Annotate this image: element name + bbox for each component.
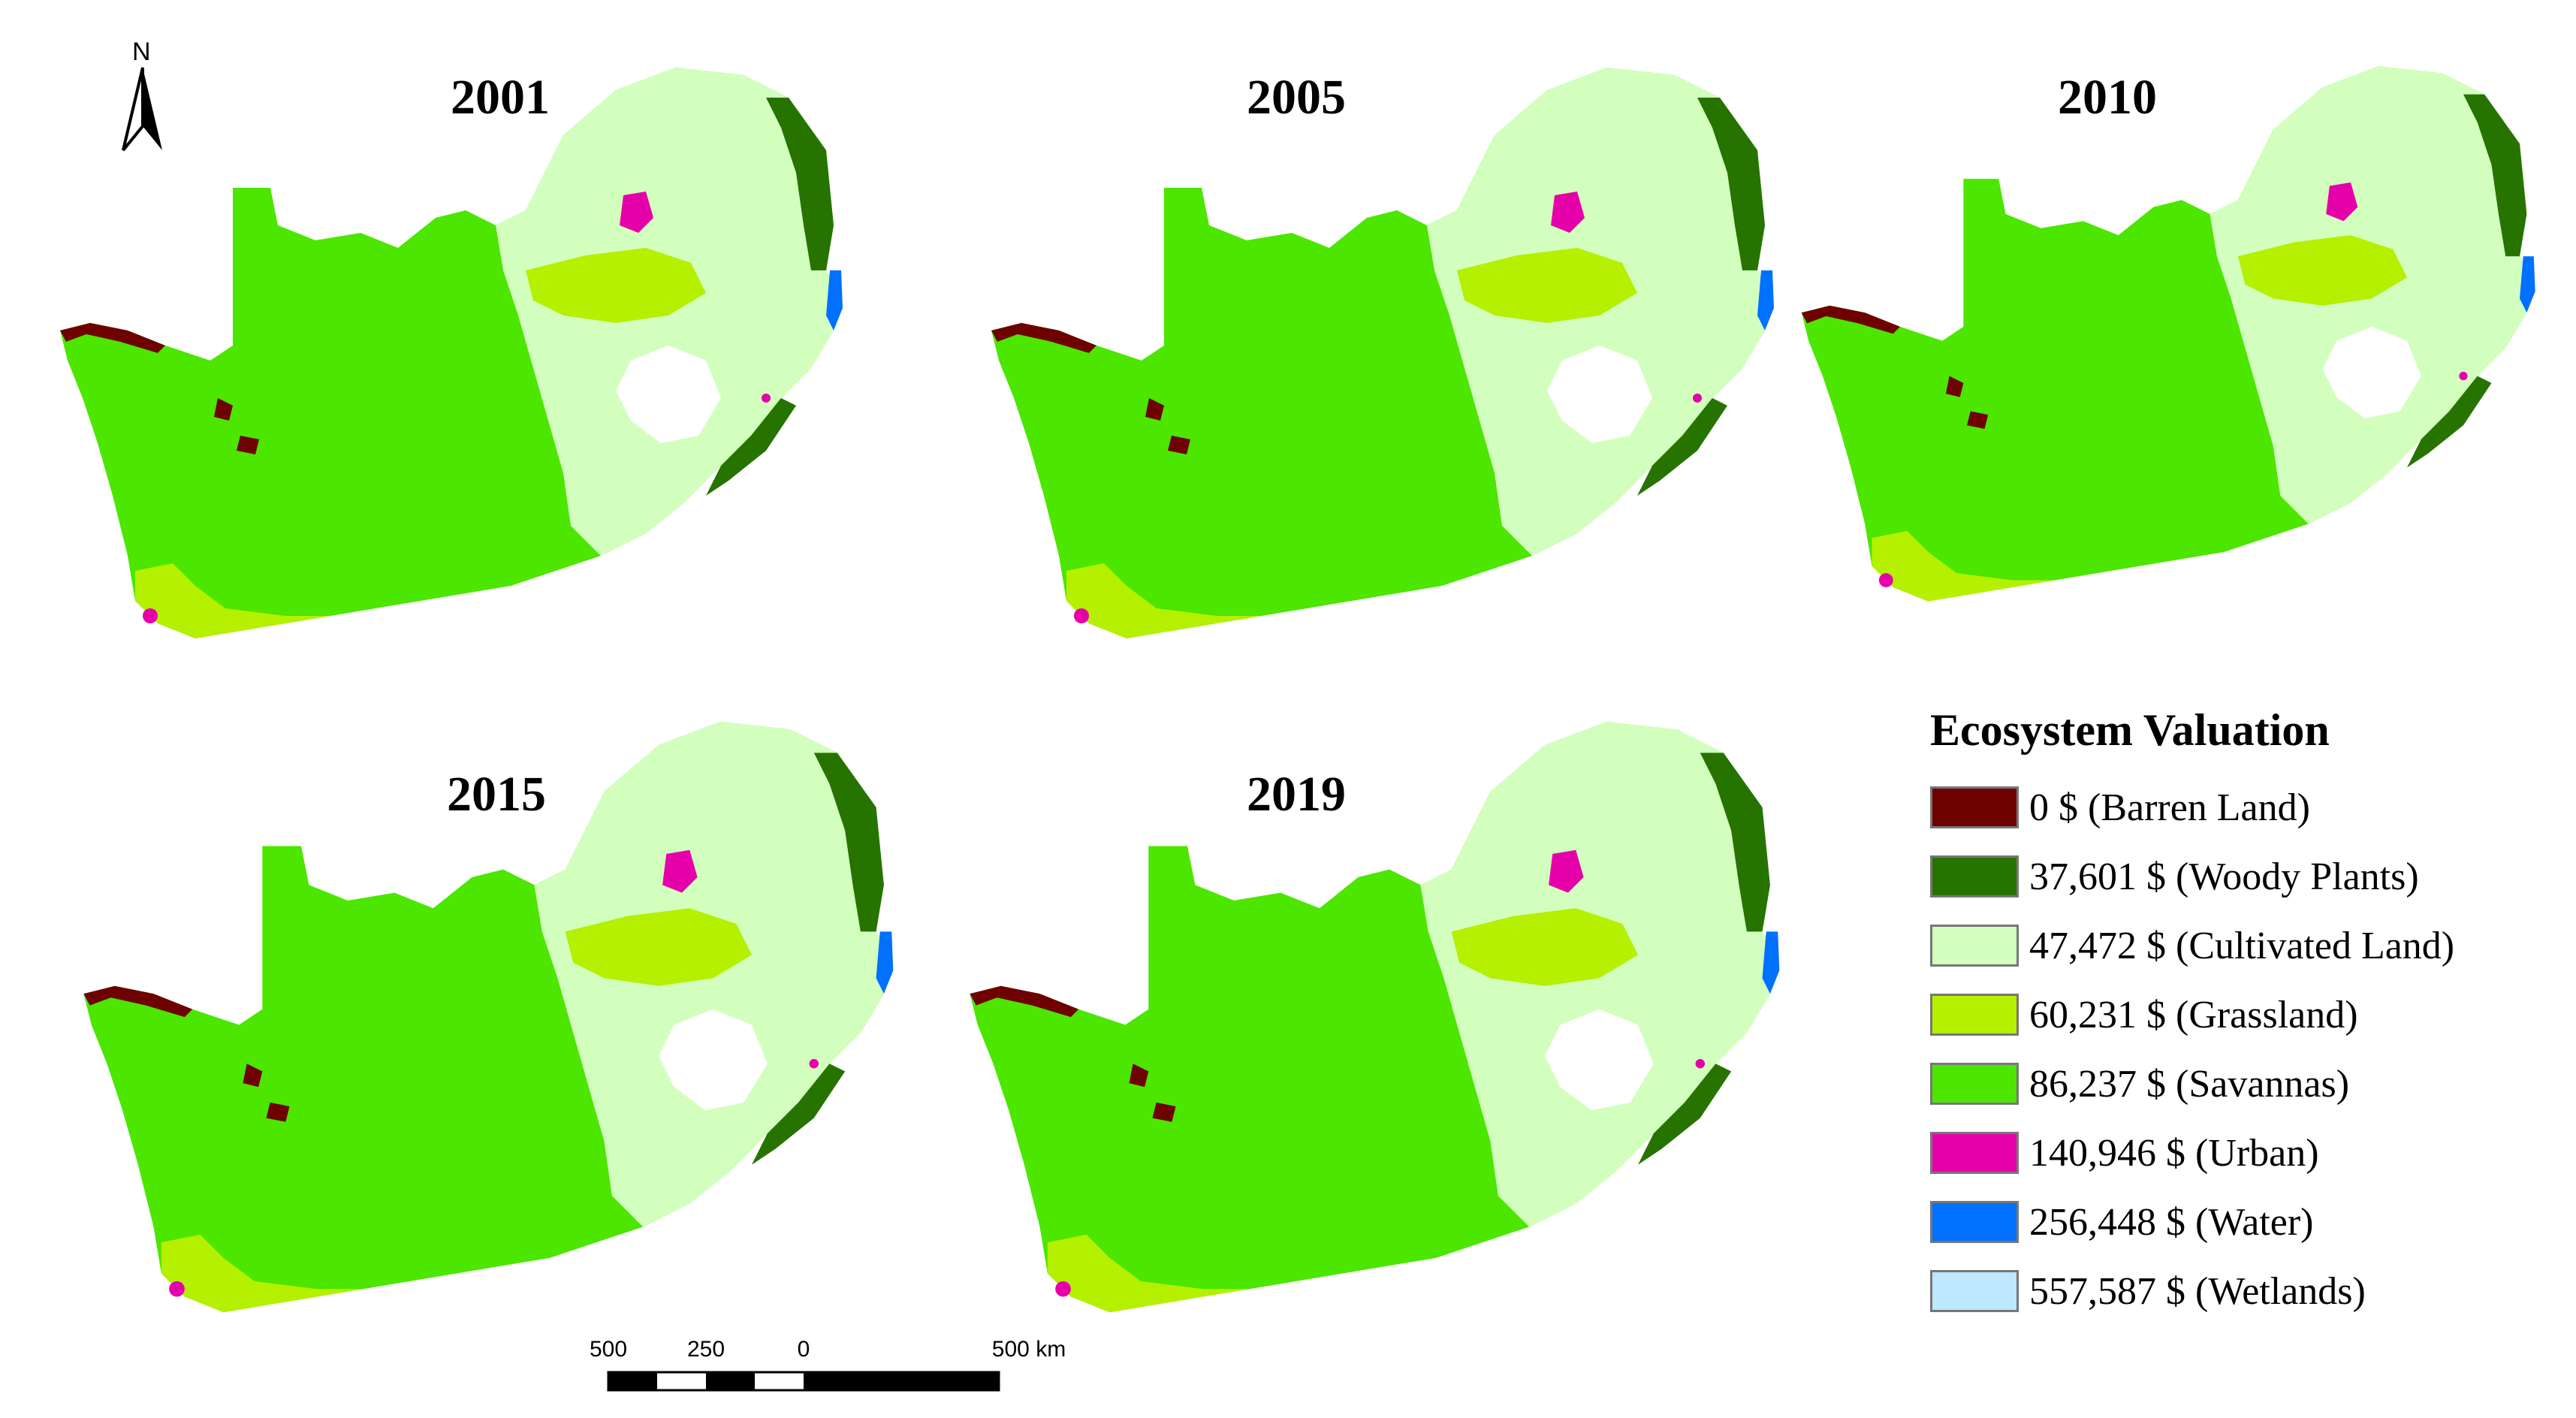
map-panel-2019: 2019: [946, 698, 1832, 1374]
legend-label: 140,946 $ (Urban): [2029, 1131, 2319, 1175]
legend-item: 47,472 $ (Cultivated Land): [1930, 911, 2568, 980]
year-label: 2019: [1247, 767, 1346, 822]
north-label: N: [132, 38, 151, 66]
south-africa-map: [45, 45, 886, 698]
legend-label: 557,587 $ (Wetlands): [2029, 1269, 2366, 1313]
legend-item: 140,946 $ (Urban): [1930, 1118, 2568, 1187]
legend-item: 60,231 $ (Grassland): [1930, 980, 2568, 1049]
legend-swatch: [1930, 855, 2019, 898]
scale-bar: 500 250 0 500 km: [590, 1337, 1112, 1404]
scale-label-500-left: 500: [589, 1337, 628, 1362]
map-panel-2015: 2015: [60, 698, 946, 1374]
legend-swatch: [1930, 1132, 2019, 1174]
legend-swatch: [1930, 925, 2019, 967]
legend-label: 60,231 $ (Grassland): [2029, 993, 2358, 1036]
legend: Ecosystem Valuation 0 $ (Barren Land) 37,…: [1930, 704, 2568, 1326]
legend-item: 86,237 $ (Savannas): [1930, 1049, 2568, 1118]
legend-item: 256,448 $ (Water): [1930, 1187, 2568, 1257]
legend-swatch: [1930, 786, 2019, 828]
scale-label-0: 0: [797, 1337, 810, 1362]
legend-label: 86,237 $ (Savannas): [2029, 1062, 2350, 1106]
legend-item: 557,587 $ (Wetlands): [1930, 1257, 2568, 1326]
north-arrow-icon: [122, 67, 162, 152]
legend-swatch: [1930, 1270, 2019, 1312]
year-label: 2001: [451, 70, 550, 125]
legend-label: 0 $ (Barren Land): [2029, 786, 2310, 829]
legend-label: 256,448 $ (Water): [2029, 1200, 2314, 1244]
legend-swatch: [1930, 1201, 2019, 1243]
legend-item: 0 $ (Barren Land): [1930, 773, 2568, 842]
legend-label: 37,601 $ (Woody Plants): [2029, 855, 2419, 898]
map-panel-2001: 2001: [45, 45, 886, 698]
year-label: 2010: [2058, 70, 2157, 125]
map-panel-2005: 2005: [976, 45, 1817, 698]
scale-label-500-km: 500 km: [991, 1337, 1066, 1362]
south-africa-map: [976, 45, 1817, 698]
legend-title: Ecosystem Valuation: [1930, 705, 2330, 755]
year-label: 2015: [447, 767, 546, 822]
map-panel-2010: 2010: [1787, 45, 2576, 698]
legend-label: 47,472 $ (Cultivated Land): [2029, 924, 2455, 967]
south-africa-map: [946, 698, 1832, 1374]
south-africa-map: [1787, 45, 2576, 698]
year-label: 2005: [1247, 70, 1346, 125]
scale-label-250: 250: [686, 1337, 725, 1362]
legend-swatch: [1930, 994, 2019, 1036]
legend-item: 37,601 $ (Woody Plants): [1930, 842, 2568, 911]
scale-bar-segments: [607, 1371, 1000, 1392]
legend-swatch: [1930, 1063, 2019, 1105]
